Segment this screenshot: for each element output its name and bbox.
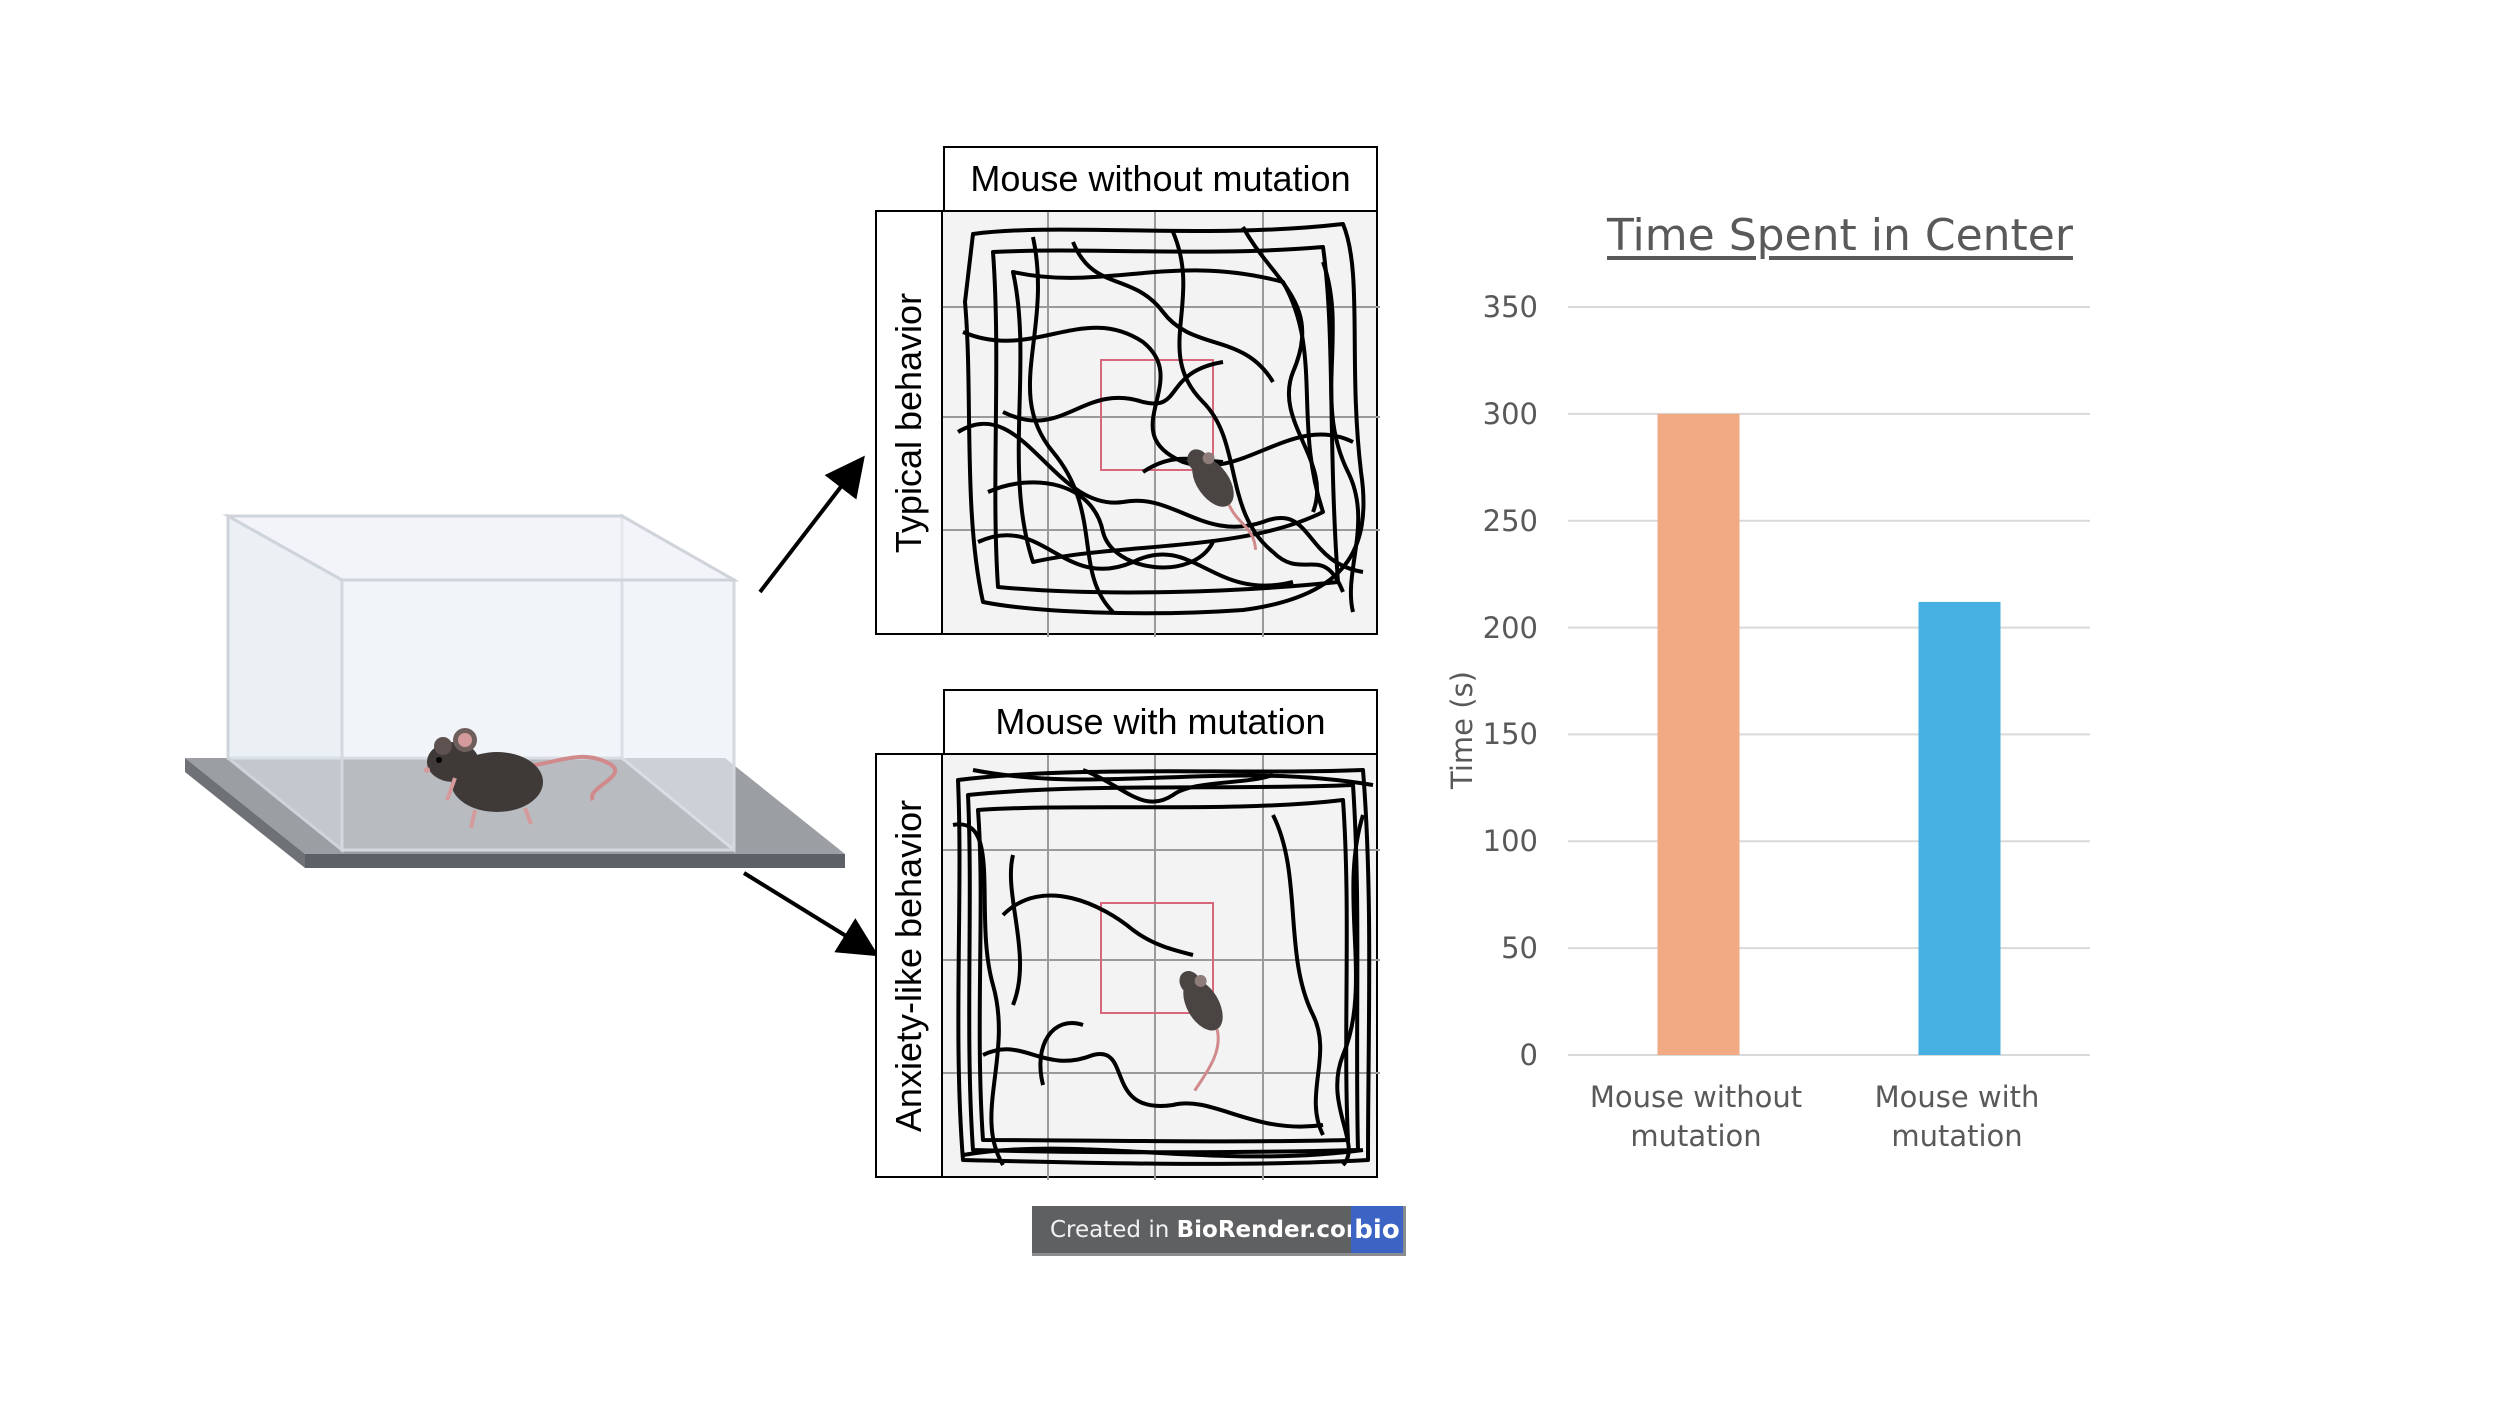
- category-label-1-line-2: mutation: [1630, 1119, 1762, 1153]
- mouse-icon-bottom: [1179, 970, 1223, 1092]
- badge-prefix: Created in: [1050, 1216, 1177, 1243]
- category-label-2: Mouse with mutation: [1807, 1078, 2107, 1156]
- y-tick-label-250: 250: [1482, 503, 1538, 538]
- category-label-2-line-1: Mouse with: [1874, 1080, 2040, 1114]
- y-tick-label-200: 200: [1482, 610, 1538, 645]
- category-label-1-line-1: Mouse without: [1589, 1080, 1803, 1114]
- category-label-2-line-2: mutation: [1891, 1119, 2023, 1153]
- biorender-logo-icon: bio: [1351, 1206, 1403, 1253]
- arena-top: [941, 210, 1380, 637]
- y-tick-label-150: 150: [1482, 717, 1538, 752]
- bar-2: [1918, 601, 2001, 1055]
- open-field-cage: [185, 513, 845, 868]
- y-tick-label-100: 100: [1482, 824, 1538, 859]
- category-label-1: Mouse without mutation: [1546, 1078, 1846, 1156]
- y-tick-label-300: 300: [1482, 396, 1538, 431]
- y-tick-label-50: 50: [1501, 931, 1538, 966]
- mouse-icon-top: [1187, 449, 1258, 550]
- y-tick-label-350: 350: [1482, 290, 1538, 324]
- chart-title: Time Spent in Center: [1607, 210, 2073, 261]
- badge-brand: BioRender.com: [1176, 1216, 1370, 1243]
- panel-header-top: Mouse without mutation: [943, 146, 1378, 212]
- panel-side-label-top: Typical behavior: [875, 210, 943, 635]
- biorender-badge[interactable]: Created in BioRender.com bio: [1032, 1206, 1406, 1256]
- arena-bottom: [941, 753, 1380, 1180]
- mouse-icon: [424, 728, 618, 829]
- center-zone-bottom: [1100, 902, 1214, 1014]
- y-tick-label-0: 0: [1519, 1038, 1538, 1072]
- badge-text: Created in BioRender.com: [1032, 1217, 1370, 1243]
- panel-side-label-bottom: Anxiety-like behavior: [875, 753, 943, 1178]
- panel-header-bottom: Mouse with mutation: [943, 689, 1378, 755]
- bar-1: [1657, 413, 1740, 1055]
